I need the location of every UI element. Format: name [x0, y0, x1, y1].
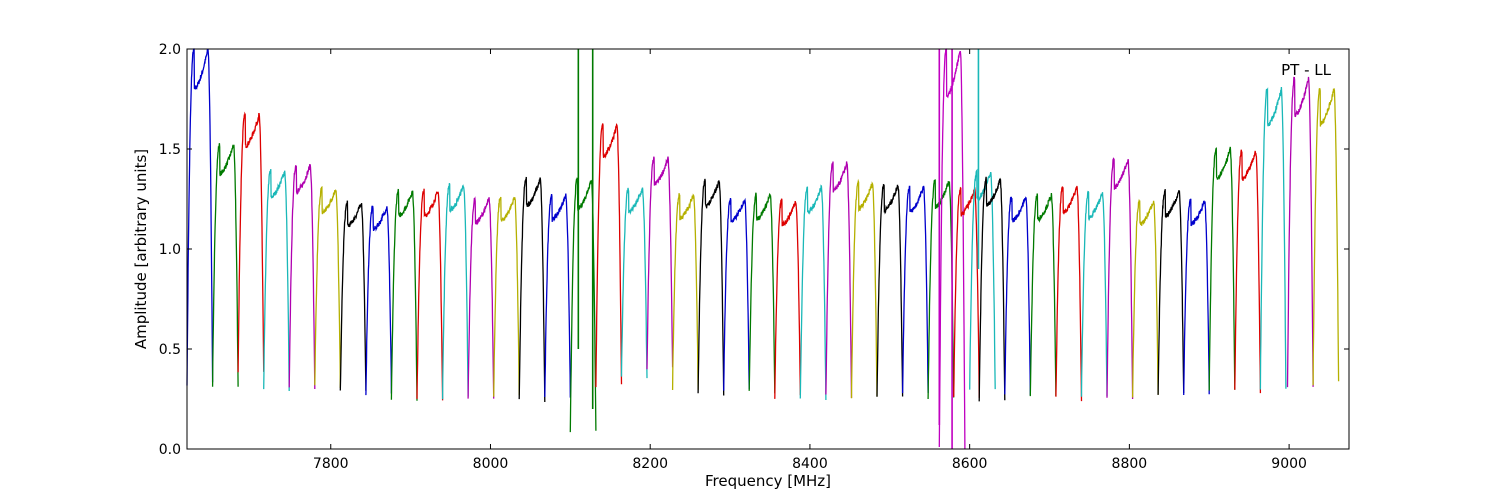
channel-32-line	[953, 186, 980, 398]
x-tick-label: 8400	[792, 456, 828, 472]
channel-4-line	[263, 169, 290, 392]
x-tick-label: 8800	[1112, 456, 1148, 472]
channel-39-line	[1106, 157, 1134, 400]
x-tick-label: 9000	[1271, 456, 1307, 472]
channel-11-line	[441, 183, 469, 400]
channel-2-line	[211, 143, 239, 387]
channel-40-line	[1131, 198, 1159, 398]
y-tick-label: 0.5	[159, 342, 181, 358]
x-tick-label: 8000	[473, 456, 509, 472]
channel-7-line	[339, 200, 367, 391]
channel-15-line	[544, 193, 571, 398]
channel-41-line	[1157, 189, 1185, 395]
channel-10-line	[416, 188, 444, 401]
channel-27-line	[850, 178, 878, 399]
y-tick-label: 1.0	[159, 242, 181, 258]
channel-38-line	[1080, 190, 1108, 397]
series-layer	[186, 48, 1340, 450]
channel-35-line	[1004, 196, 1031, 396]
channel-21-line	[697, 178, 725, 396]
channel-46-line	[1286, 76, 1314, 388]
y-tick-label: 0.0	[159, 442, 181, 458]
channel-3-line	[237, 111, 265, 373]
channel-23-line	[748, 192, 776, 394]
channel-43-line	[1208, 146, 1236, 391]
channel-30-line	[927, 179, 955, 400]
channel-37-line	[1055, 185, 1083, 402]
plot-frame	[186, 48, 1350, 450]
y-tick-label: 2.0	[159, 42, 181, 58]
channel-1-line	[186, 48, 214, 386]
channel-12-line	[467, 196, 495, 399]
channel-45-line	[1259, 86, 1287, 390]
channel-17-line	[595, 122, 623, 388]
channel-19-line	[646, 156, 674, 370]
y-axis: 0.0 0.5 1.0 1.5 2.0	[159, 42, 1349, 458]
channel-33-line	[969, 168, 996, 390]
channel-28-line	[876, 183, 904, 397]
x-axis: 7800 8000 8200 8400 8600 8800 9000	[313, 49, 1307, 472]
channel-47-line	[1312, 87, 1340, 386]
channel-25-line	[799, 184, 827, 401]
channel-24-line	[774, 198, 801, 399]
channel-14-line	[518, 176, 546, 403]
y-axis-label: Amplitude [arbitrary units]	[132, 149, 150, 349]
channel-8-line	[365, 205, 393, 396]
y-tick-label: 1.5	[159, 142, 181, 158]
x-tick-label: 7800	[313, 456, 349, 472]
channel-13-line	[493, 196, 520, 397]
channel-16-line	[569, 177, 597, 433]
annotation-text: PT - LL	[1281, 61, 1332, 79]
channel-36-line	[1029, 193, 1057, 397]
x-tick-label: 8200	[632, 456, 668, 472]
channel-42-line	[1183, 198, 1210, 396]
x-axis-label: Frequency [MHz]	[705, 472, 831, 490]
channel-5-line	[288, 164, 316, 390]
channel-18-line	[620, 187, 648, 379]
x-tick-label: 8600	[952, 456, 988, 472]
channel-6-line	[314, 185, 341, 389]
channel-20-line	[671, 193, 699, 391]
channel-26-line	[825, 161, 853, 399]
channel-29-line	[901, 185, 929, 394]
channel-44-line	[1234, 149, 1262, 394]
channel-34-line	[978, 176, 1006, 402]
channel-22-line	[723, 197, 750, 391]
channel-9-line	[390, 188, 418, 401]
